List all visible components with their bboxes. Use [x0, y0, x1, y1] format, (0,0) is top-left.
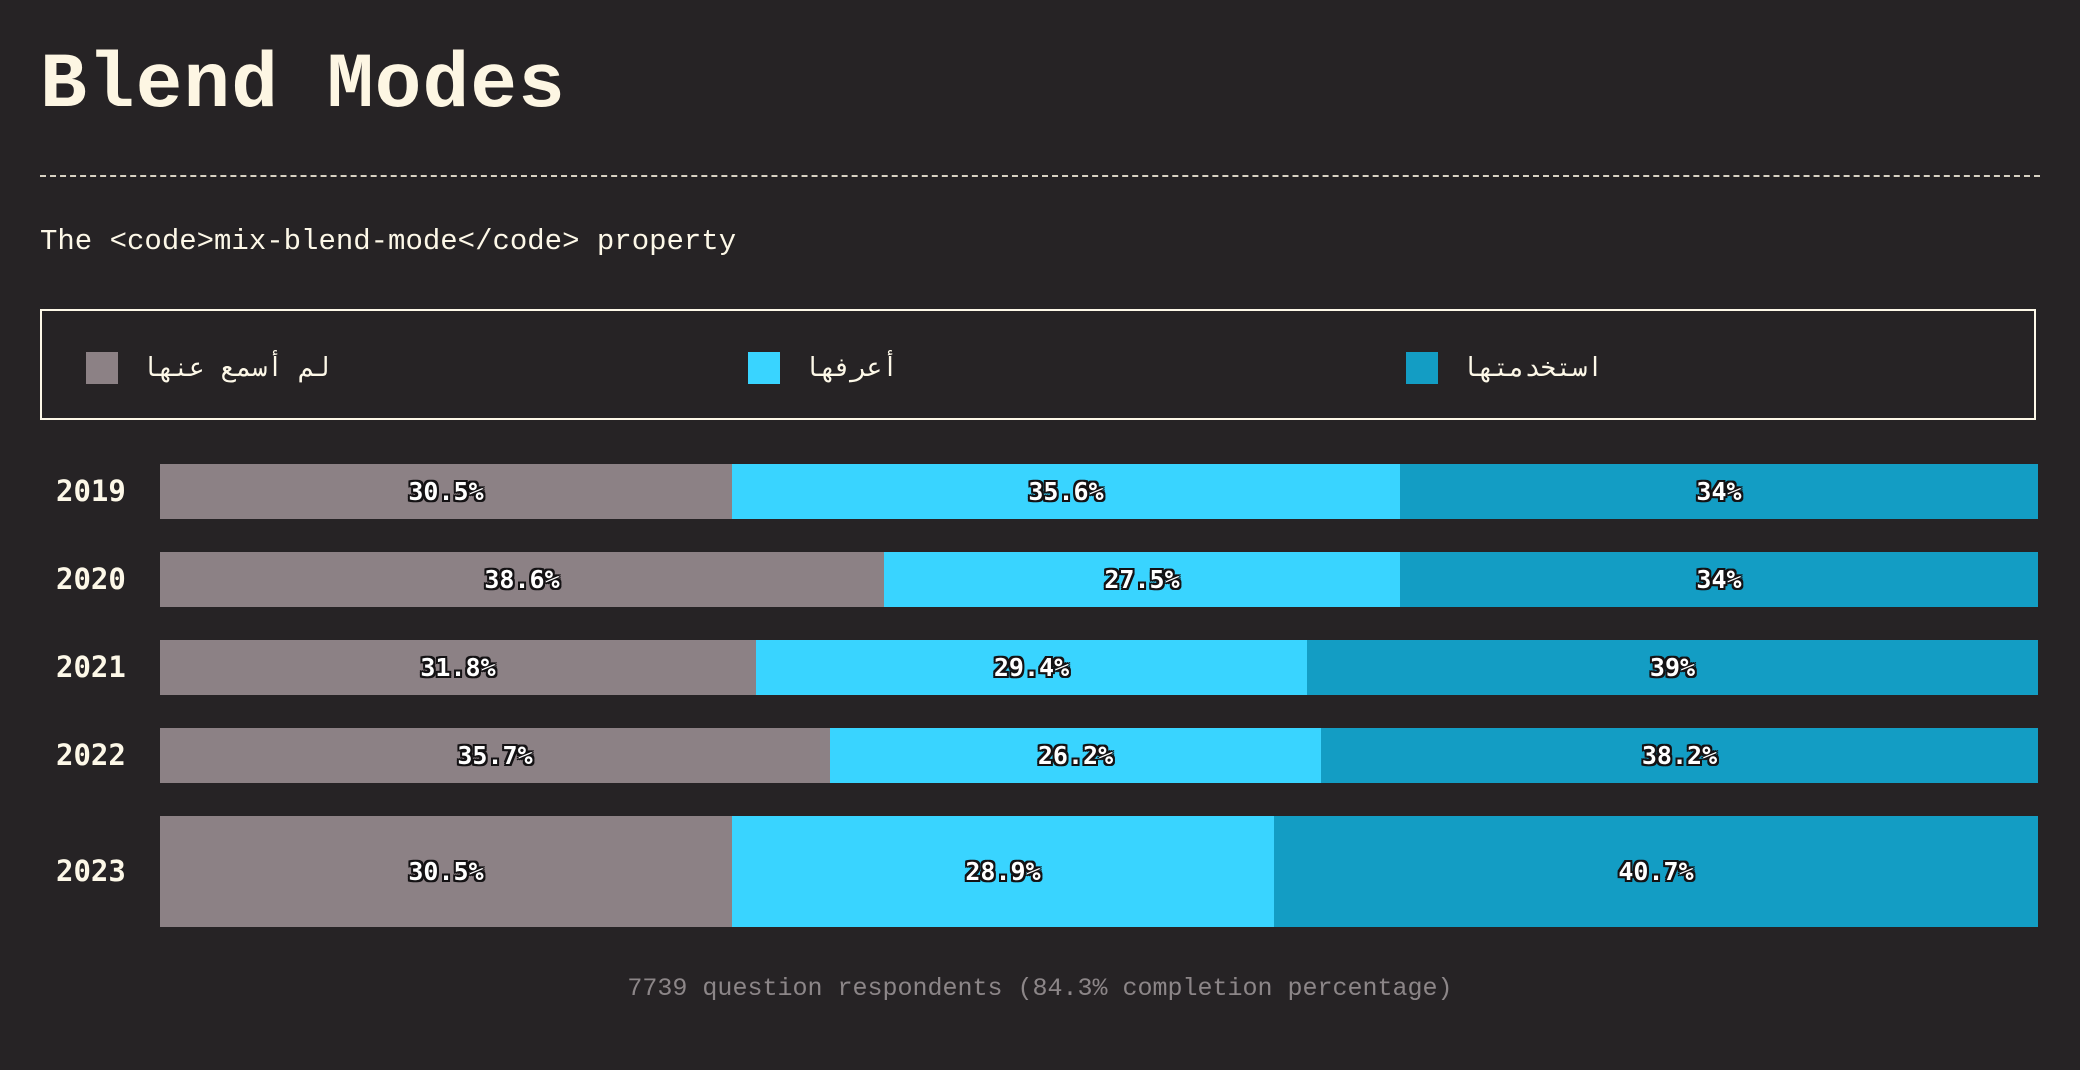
- category-label: 2023: [56, 854, 126, 888]
- legend-item-never-heard[interactable]: لم أسمع عنها: [86, 351, 330, 385]
- category-label: 2019: [56, 474, 126, 508]
- category-label: 2020: [56, 562, 126, 596]
- bar-segment-never-heard[interactable]: 30.5%: [160, 464, 732, 519]
- bar-segment-never-heard[interactable]: 38.6%: [160, 552, 884, 607]
- bar-segment-used-it[interactable]: 34%: [1400, 464, 2038, 519]
- bar-segment-used-it[interactable]: 40.7%: [1274, 816, 2038, 927]
- bar-row-2023: 2023 30.5% 28.9% 40.7%: [0, 816, 2080, 927]
- bar-segment-never-heard[interactable]: 30.5%: [160, 816, 732, 927]
- legend-item-know-about[interactable]: أعرفها: [748, 351, 898, 385]
- legend-label-used-it: استخدمتها: [1462, 353, 1603, 383]
- bar-segment-used-it[interactable]: 38.2%: [1321, 728, 2038, 783]
- chart-subtitle: The <code>mix-blend-mode</code> property: [40, 225, 737, 258]
- bar-segment-know-about[interactable]: 29.4%: [756, 640, 1307, 695]
- chart-legend: لم أسمع عنها أعرفها استخدمتها: [40, 309, 2036, 420]
- bar-row-2020: 2020 38.6% 27.5% 34%: [0, 552, 2080, 607]
- legend-label-know-about: أعرفها: [804, 353, 898, 383]
- category-label: 2021: [56, 650, 126, 684]
- bar-segment-know-about[interactable]: 35.6%: [732, 464, 1400, 519]
- bar-row-2022: 2022 35.7% 26.2% 38.2%: [0, 728, 2080, 783]
- legend-swatch-used-it: [1406, 352, 1438, 384]
- legend-label-never-heard: لم أسمع عنها: [142, 353, 330, 383]
- bar-segment-know-about[interactable]: 28.9%: [732, 816, 1274, 927]
- category-label: 2022: [56, 738, 126, 772]
- bar-segment-used-it[interactable]: 39%: [1307, 640, 2038, 695]
- legend-swatch-never-heard: [86, 352, 118, 384]
- legend-item-used-it[interactable]: استخدمتها: [1406, 351, 1603, 385]
- bar-segment-never-heard[interactable]: 35.7%: [160, 728, 830, 783]
- bar-segment-used-it[interactable]: 34%: [1400, 552, 2038, 607]
- legend-swatch-know-about: [748, 352, 780, 384]
- bar-segment-never-heard[interactable]: 31.8%: [160, 640, 756, 695]
- bar-row-2021: 2021 31.8% 29.4% 39%: [0, 640, 2080, 695]
- bar-segment-know-about[interactable]: 26.2%: [830, 728, 1321, 783]
- bar-segment-know-about[interactable]: 27.5%: [884, 552, 1400, 607]
- respondents-footnote: 7739 question respondents (84.3% complet…: [627, 974, 1453, 1003]
- title-divider: [40, 175, 2040, 177]
- chart-title: Blend Modes: [40, 42, 566, 130]
- bar-row-2019: 2019 30.5% 35.6% 34%: [0, 464, 2080, 519]
